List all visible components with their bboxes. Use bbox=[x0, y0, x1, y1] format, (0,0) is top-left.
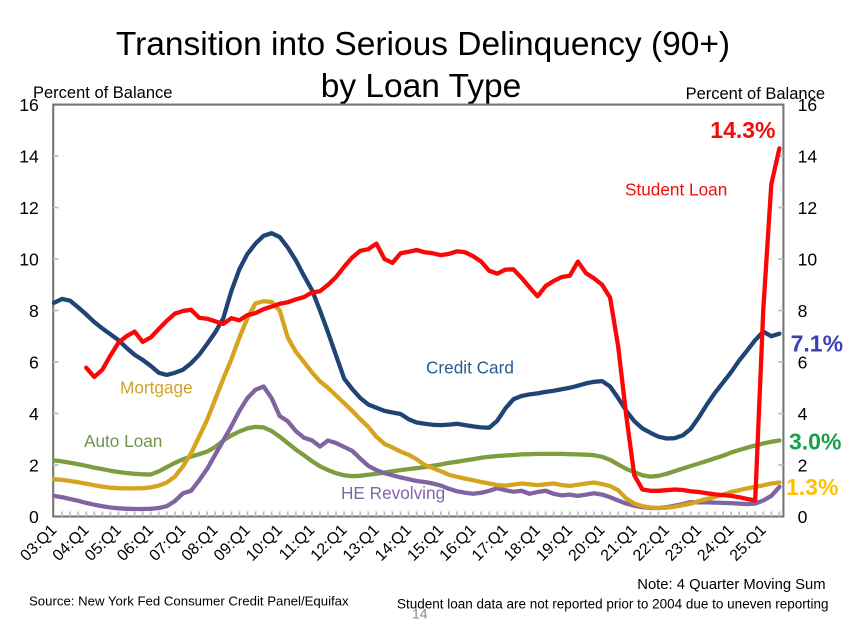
svg-text:8: 8 bbox=[29, 301, 39, 321]
svg-text:10: 10 bbox=[19, 249, 39, 269]
svg-text:7.1%: 7.1% bbox=[791, 331, 843, 357]
svg-text:3.0%: 3.0% bbox=[789, 429, 841, 455]
svg-text:Percent of Balance: Percent of Balance bbox=[33, 84, 172, 102]
svg-text:6: 6 bbox=[29, 352, 39, 372]
svg-text:0: 0 bbox=[29, 507, 39, 527]
svg-text:Credit Card: Credit Card bbox=[426, 358, 514, 378]
svg-text:2: 2 bbox=[29, 455, 39, 475]
svg-text:Auto Loan: Auto Loan bbox=[84, 431, 162, 451]
svg-text:12: 12 bbox=[798, 198, 818, 218]
svg-text:16: 16 bbox=[798, 95, 818, 115]
svg-text:12: 12 bbox=[19, 198, 39, 218]
svg-text:Mortgage: Mortgage bbox=[120, 378, 193, 398]
svg-text:0: 0 bbox=[798, 507, 808, 527]
svg-text:4: 4 bbox=[798, 404, 808, 424]
svg-text:by Loan Type: by Loan Type bbox=[321, 68, 522, 105]
svg-text:10: 10 bbox=[798, 249, 818, 269]
svg-text:8: 8 bbox=[798, 301, 808, 321]
svg-text:Note: 4 Quarter Moving Sum: Note: 4 Quarter Moving Sum bbox=[637, 577, 825, 593]
svg-text:Student loan data are not repo: Student loan data are not reported prior… bbox=[397, 597, 829, 612]
svg-text:4: 4 bbox=[29, 404, 39, 424]
svg-text:6: 6 bbox=[798, 352, 808, 372]
svg-text:14: 14 bbox=[412, 606, 428, 622]
svg-text:HE Revolving: HE Revolving bbox=[341, 483, 445, 503]
svg-text:Source: New York Fed Consumer: Source: New York Fed Consumer Credit Pan… bbox=[29, 594, 349, 609]
svg-text:14: 14 bbox=[798, 146, 818, 166]
svg-text:14.3%: 14.3% bbox=[710, 117, 775, 143]
svg-text:Transition into Serious Delinq: Transition into Serious Delinquency (90+… bbox=[116, 26, 730, 63]
svg-text:14: 14 bbox=[19, 146, 39, 166]
svg-text:2: 2 bbox=[798, 455, 808, 475]
svg-text:1.3%: 1.3% bbox=[786, 474, 838, 500]
svg-text:Student Loan: Student Loan bbox=[625, 180, 727, 200]
svg-text:Percent of Balance: Percent of Balance bbox=[686, 85, 825, 103]
svg-text:16: 16 bbox=[19, 95, 39, 115]
